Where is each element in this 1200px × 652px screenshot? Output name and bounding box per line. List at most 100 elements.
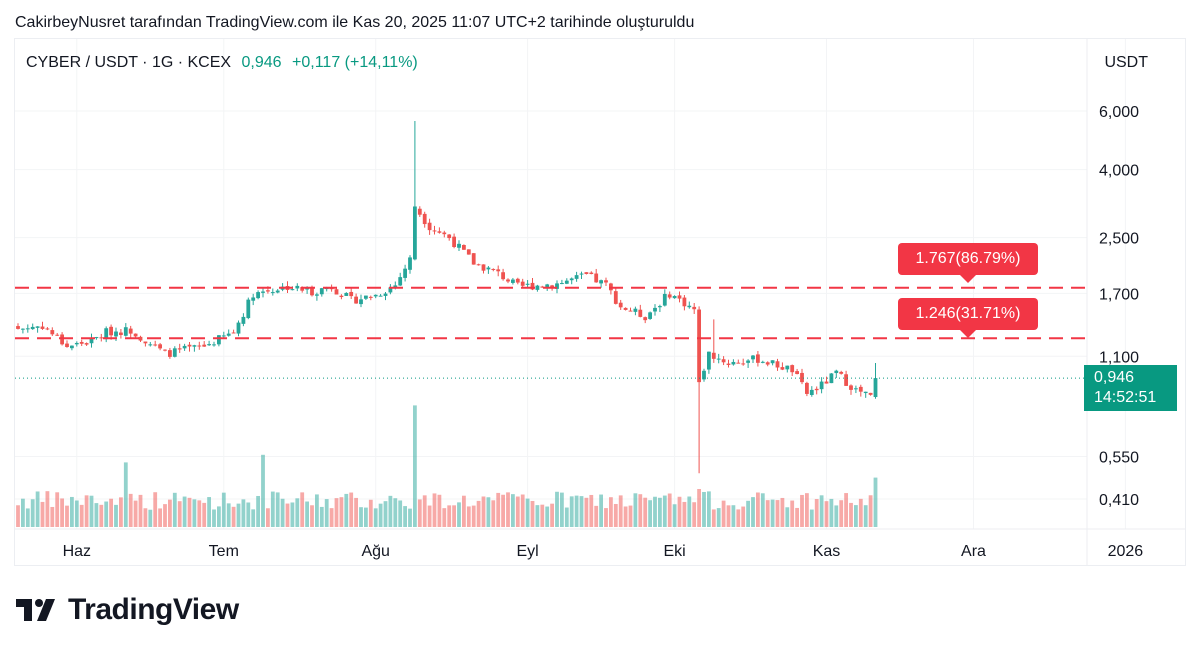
- volume-bar: [457, 502, 461, 527]
- volume-bar: [555, 491, 559, 527]
- candle-body: [770, 360, 775, 364]
- volume-bar: [721, 500, 726, 527]
- price-chart[interactable]: 6,000 4,000 2,500 1,700 1,100 0,550 0,410 Haz Te…: [15, 39, 1186, 566]
- volume-bar: [579, 496, 584, 527]
- candle-body: [511, 279, 515, 283]
- candle-body: [192, 345, 197, 347]
- candle-body: [667, 294, 672, 298]
- candle-body: [805, 382, 809, 394]
- volume-bar: [594, 505, 599, 527]
- candle-body: [697, 309, 701, 383]
- volume-bar: [217, 506, 221, 527]
- volume-bar: [84, 495, 89, 527]
- candle-body: [574, 275, 579, 279]
- candle-body: [339, 295, 344, 298]
- volume-bar: [266, 508, 270, 527]
- volume-bar: [564, 507, 569, 527]
- price-tick-label: 6,000: [1099, 104, 1139, 121]
- candle-body: [486, 267, 491, 270]
- candle-body: [427, 222, 432, 231]
- candle-body: [417, 208, 422, 215]
- volume-bar: [839, 500, 844, 527]
- volume-bar: [30, 499, 35, 527]
- volume-bar: [511, 494, 515, 527]
- candle-body: [809, 389, 814, 395]
- volume-bar: [824, 501, 829, 527]
- volume-bar: [491, 500, 496, 527]
- volume-bar: [231, 506, 236, 527]
- volume-bar: [628, 505, 633, 527]
- time-tick-label: Eyl: [516, 543, 538, 560]
- volume-bar: [442, 508, 447, 527]
- volume-bar: [814, 499, 819, 527]
- volume-bar: [584, 497, 589, 527]
- volume-bar: [143, 508, 148, 527]
- volume-bar: [653, 496, 657, 527]
- candle-body: [261, 291, 265, 293]
- candle-body: [682, 297, 687, 307]
- chart-panel[interactable]: 6,000 4,000 2,500 1,700 1,100 0,550 0,410 Haz Te…: [14, 38, 1186, 566]
- volume-bar: [844, 493, 848, 527]
- alert-label-upper[interactable]: 1.767(86.79%): [898, 243, 1038, 283]
- volume-bar: [667, 493, 672, 527]
- candle-body: [231, 332, 236, 334]
- candle-body: [133, 333, 138, 337]
- volume-bar: [187, 497, 192, 527]
- volume-bar: [261, 454, 265, 527]
- candle-body: [628, 310, 633, 312]
- volume-bar: [109, 498, 113, 527]
- tradingview-logo[interactable]: TradingView: [16, 593, 239, 627]
- price-tick-label: 2,500: [1099, 231, 1139, 248]
- volume-bar: [148, 509, 153, 527]
- volume-bar: [697, 489, 701, 527]
- candle-body: [530, 282, 535, 290]
- time-tick-label: Ara: [961, 543, 986, 560]
- candle-body: [506, 279, 510, 282]
- candle-body: [359, 299, 363, 305]
- volume-bar: [50, 506, 55, 527]
- volume-bar: [476, 500, 481, 527]
- volume-bar: [609, 497, 613, 527]
- candle-body: [153, 344, 158, 346]
- candle-body: [662, 293, 667, 306]
- volume-bar: [378, 503, 383, 527]
- candle-body: [790, 365, 795, 373]
- time-tick-label: 2026: [1108, 543, 1144, 560]
- volume-bar: [207, 497, 211, 527]
- candle-body: [408, 257, 412, 270]
- volume-bar: [373, 508, 378, 527]
- volume-bar: [285, 503, 290, 527]
- volume-bar: [251, 509, 256, 527]
- volume-bar: [486, 497, 491, 527]
- price-change-value: +0,117 (+14,11%): [292, 54, 418, 71]
- price-tick-label: 1,700: [1099, 286, 1139, 303]
- volume-bar: [702, 491, 706, 527]
- volume-bar: [672, 504, 677, 527]
- volume-bar: [574, 495, 579, 527]
- candle-body: [378, 295, 383, 297]
- volume-bar: [800, 494, 804, 527]
- candle-body: [452, 236, 456, 248]
- candle-body: [760, 361, 765, 363]
- volume-bar: [168, 499, 172, 527]
- volume-bar: [153, 492, 158, 527]
- alert-label-lower[interactable]: 1.246(31.71%): [898, 298, 1038, 338]
- candle-body: [873, 378, 878, 398]
- candle-body: [780, 367, 785, 370]
- candle-body: [364, 295, 368, 299]
- candle-body: [354, 296, 358, 304]
- volume-bar: [413, 405, 417, 527]
- last-price-tag-value: 0,946: [1094, 369, 1135, 386]
- candle-body: [819, 381, 824, 390]
- volume-bar: [383, 501, 388, 527]
- volume-bar: [496, 492, 501, 527]
- volume-bar: [662, 495, 667, 527]
- last-price-tag: 0,946 14:52:51: [1084, 365, 1177, 411]
- candle-body: [863, 391, 868, 394]
- candle-body: [349, 291, 354, 297]
- volume-bar: [163, 504, 167, 527]
- candle-body: [45, 328, 50, 330]
- candle-body: [202, 344, 207, 347]
- candle-body: [84, 343, 89, 345]
- price-unit-label: USDT: [1104, 54, 1148, 71]
